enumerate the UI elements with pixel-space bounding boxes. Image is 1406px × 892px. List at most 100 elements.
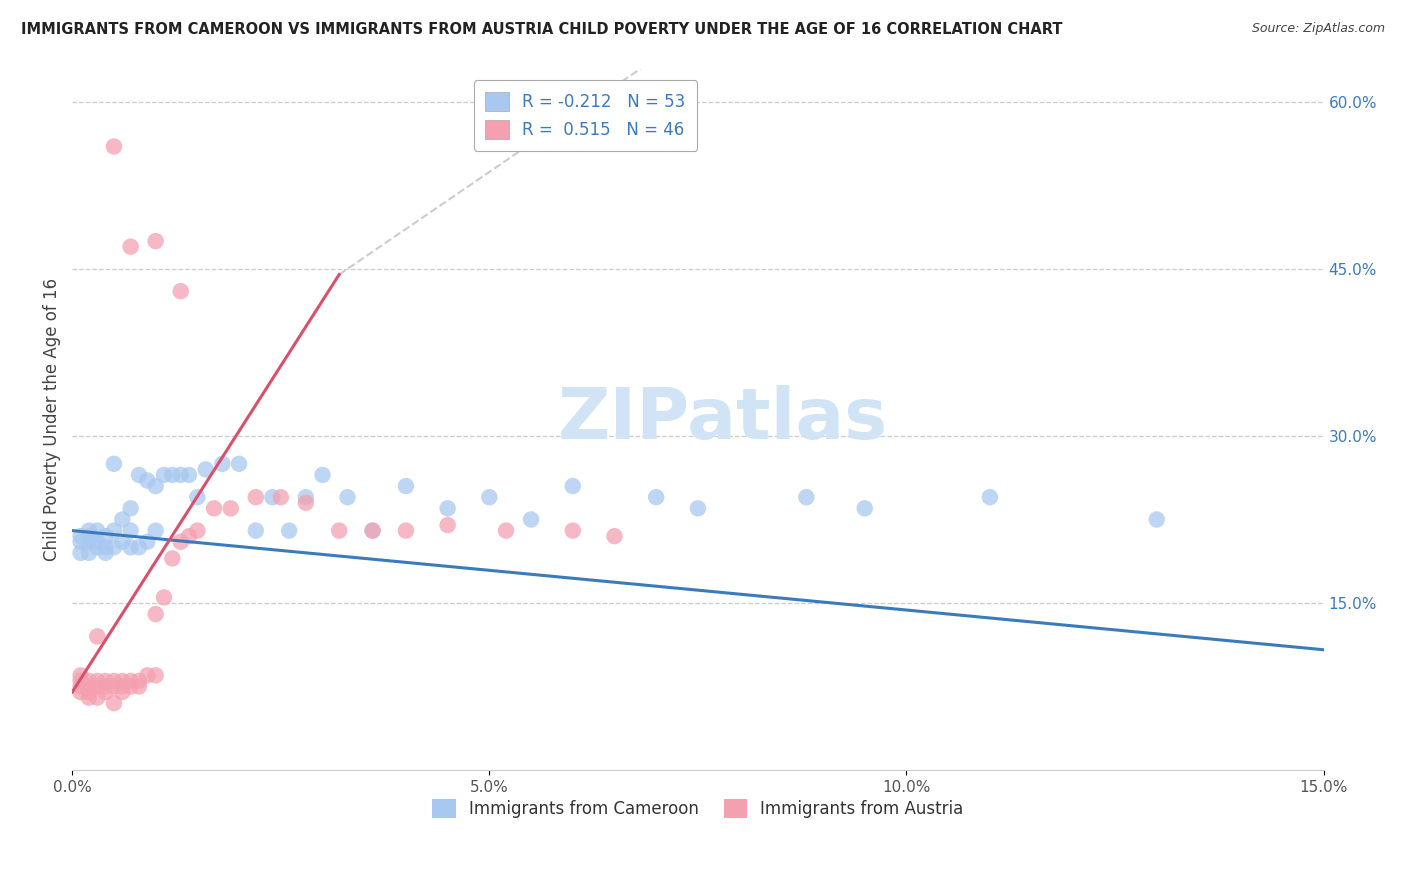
Point bbox=[69, 685, 91, 699]
Point bbox=[170, 284, 193, 298]
Point bbox=[103, 673, 125, 688]
Point bbox=[77, 673, 100, 688]
Point bbox=[77, 529, 100, 543]
Point bbox=[177, 467, 200, 482]
Point bbox=[145, 234, 167, 248]
Point bbox=[145, 607, 167, 621]
Point bbox=[136, 534, 159, 549]
Point bbox=[245, 490, 267, 504]
Point bbox=[128, 680, 150, 694]
Point bbox=[120, 673, 142, 688]
Point bbox=[336, 490, 359, 504]
Point bbox=[94, 673, 117, 688]
Point bbox=[145, 479, 167, 493]
Point bbox=[128, 467, 150, 482]
Point bbox=[295, 496, 318, 510]
Point bbox=[128, 673, 150, 688]
Point bbox=[478, 490, 501, 504]
Point bbox=[103, 541, 125, 555]
Point bbox=[520, 512, 543, 526]
Point bbox=[162, 551, 184, 566]
Point bbox=[395, 479, 418, 493]
Point bbox=[77, 685, 100, 699]
Point bbox=[219, 501, 242, 516]
Point bbox=[153, 591, 176, 605]
Point bbox=[1146, 512, 1168, 526]
Point bbox=[120, 680, 142, 694]
Point bbox=[361, 524, 384, 538]
Point bbox=[561, 524, 583, 538]
Point bbox=[194, 462, 217, 476]
Point bbox=[111, 680, 134, 694]
Point bbox=[853, 501, 876, 516]
Point bbox=[111, 685, 134, 699]
Point bbox=[120, 541, 142, 555]
Y-axis label: Child Poverty Under the Age of 16: Child Poverty Under the Age of 16 bbox=[44, 277, 60, 561]
Point bbox=[186, 490, 208, 504]
Point bbox=[77, 524, 100, 538]
Point bbox=[361, 524, 384, 538]
Point bbox=[111, 673, 134, 688]
Point bbox=[77, 685, 100, 699]
Point bbox=[128, 541, 150, 555]
Point bbox=[202, 501, 225, 516]
Point bbox=[278, 524, 301, 538]
Point bbox=[170, 534, 193, 549]
Point bbox=[120, 501, 142, 516]
Point bbox=[77, 680, 100, 694]
Point bbox=[436, 518, 458, 533]
Point bbox=[111, 534, 134, 549]
Point bbox=[162, 467, 184, 482]
Point bbox=[94, 685, 117, 699]
Point bbox=[77, 546, 100, 560]
Point bbox=[120, 240, 142, 254]
Point bbox=[436, 501, 458, 516]
Point bbox=[136, 668, 159, 682]
Point bbox=[111, 512, 134, 526]
Point bbox=[796, 490, 818, 504]
Point bbox=[186, 524, 208, 538]
Point bbox=[561, 479, 583, 493]
Point bbox=[145, 668, 167, 682]
Point bbox=[77, 534, 100, 549]
Text: Source: ZipAtlas.com: Source: ZipAtlas.com bbox=[1251, 22, 1385, 36]
Point bbox=[245, 524, 267, 538]
Text: ZIPatlas: ZIPatlas bbox=[558, 384, 889, 454]
Point bbox=[86, 629, 108, 643]
Point bbox=[495, 524, 517, 538]
Point bbox=[228, 457, 250, 471]
Point bbox=[69, 546, 91, 560]
Point bbox=[211, 457, 233, 471]
Point bbox=[86, 524, 108, 538]
Point bbox=[295, 490, 318, 504]
Point bbox=[77, 690, 100, 705]
Point bbox=[328, 524, 350, 538]
Point bbox=[94, 546, 117, 560]
Point bbox=[103, 680, 125, 694]
Point bbox=[69, 534, 91, 549]
Point bbox=[686, 501, 709, 516]
Point bbox=[86, 690, 108, 705]
Point bbox=[103, 139, 125, 153]
Point bbox=[69, 673, 91, 688]
Legend: Immigrants from Cameroon, Immigrants from Austria: Immigrants from Cameroon, Immigrants fro… bbox=[426, 792, 970, 825]
Point bbox=[69, 680, 91, 694]
Point bbox=[103, 524, 125, 538]
Point bbox=[170, 467, 193, 482]
Point bbox=[136, 474, 159, 488]
Point bbox=[177, 529, 200, 543]
Point bbox=[94, 680, 117, 694]
Point bbox=[69, 529, 91, 543]
Point bbox=[145, 524, 167, 538]
Text: IMMIGRANTS FROM CAMEROON VS IMMIGRANTS FROM AUSTRIA CHILD POVERTY UNDER THE AGE : IMMIGRANTS FROM CAMEROON VS IMMIGRANTS F… bbox=[21, 22, 1063, 37]
Point bbox=[262, 490, 284, 504]
Point bbox=[603, 529, 626, 543]
Point bbox=[86, 541, 108, 555]
Point bbox=[645, 490, 668, 504]
Point bbox=[86, 680, 108, 694]
Point bbox=[120, 524, 142, 538]
Point bbox=[86, 534, 108, 549]
Point bbox=[979, 490, 1001, 504]
Point bbox=[270, 490, 292, 504]
Point bbox=[153, 467, 176, 482]
